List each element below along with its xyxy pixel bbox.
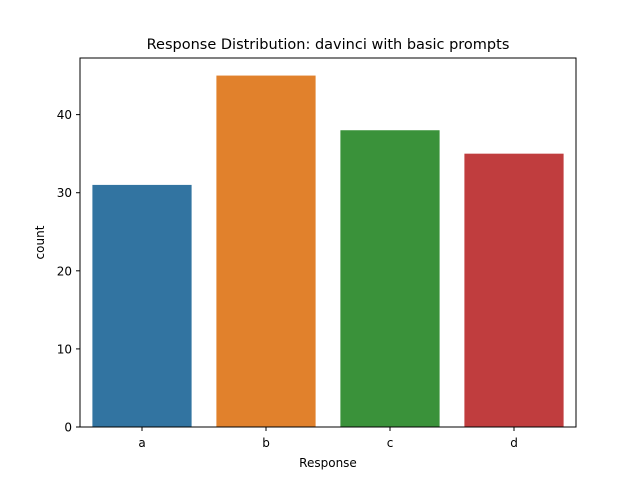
x-tick-label-b: b	[262, 436, 270, 450]
y-tick-label-10: 10	[57, 342, 72, 356]
bar-a	[92, 184, 192, 427]
plot-frame	[79, 57, 577, 428]
y-tick-label-40: 40	[57, 108, 72, 122]
x-tick-label-a: a	[138, 436, 145, 450]
bars-layer	[92, 75, 564, 428]
x-tick-label-d: d	[510, 436, 518, 450]
x-tick-label-c: c	[387, 436, 394, 450]
y-tick-label-0: 0	[64, 421, 72, 435]
y-axis: 0 10 20 30 40	[57, 108, 80, 435]
x-axis: a b c d	[138, 427, 518, 450]
y-tick-label-20: 20	[57, 264, 72, 278]
chart-title: Response Distribution: davinci with basi…	[147, 37, 510, 53]
bar-d	[464, 153, 564, 427]
y-axis-label: count	[33, 225, 47, 259]
y-tick-label-30: 30	[57, 186, 72, 200]
bar-c	[340, 130, 440, 427]
bar-b	[216, 75, 316, 428]
x-axis-label: Response	[299, 456, 357, 470]
